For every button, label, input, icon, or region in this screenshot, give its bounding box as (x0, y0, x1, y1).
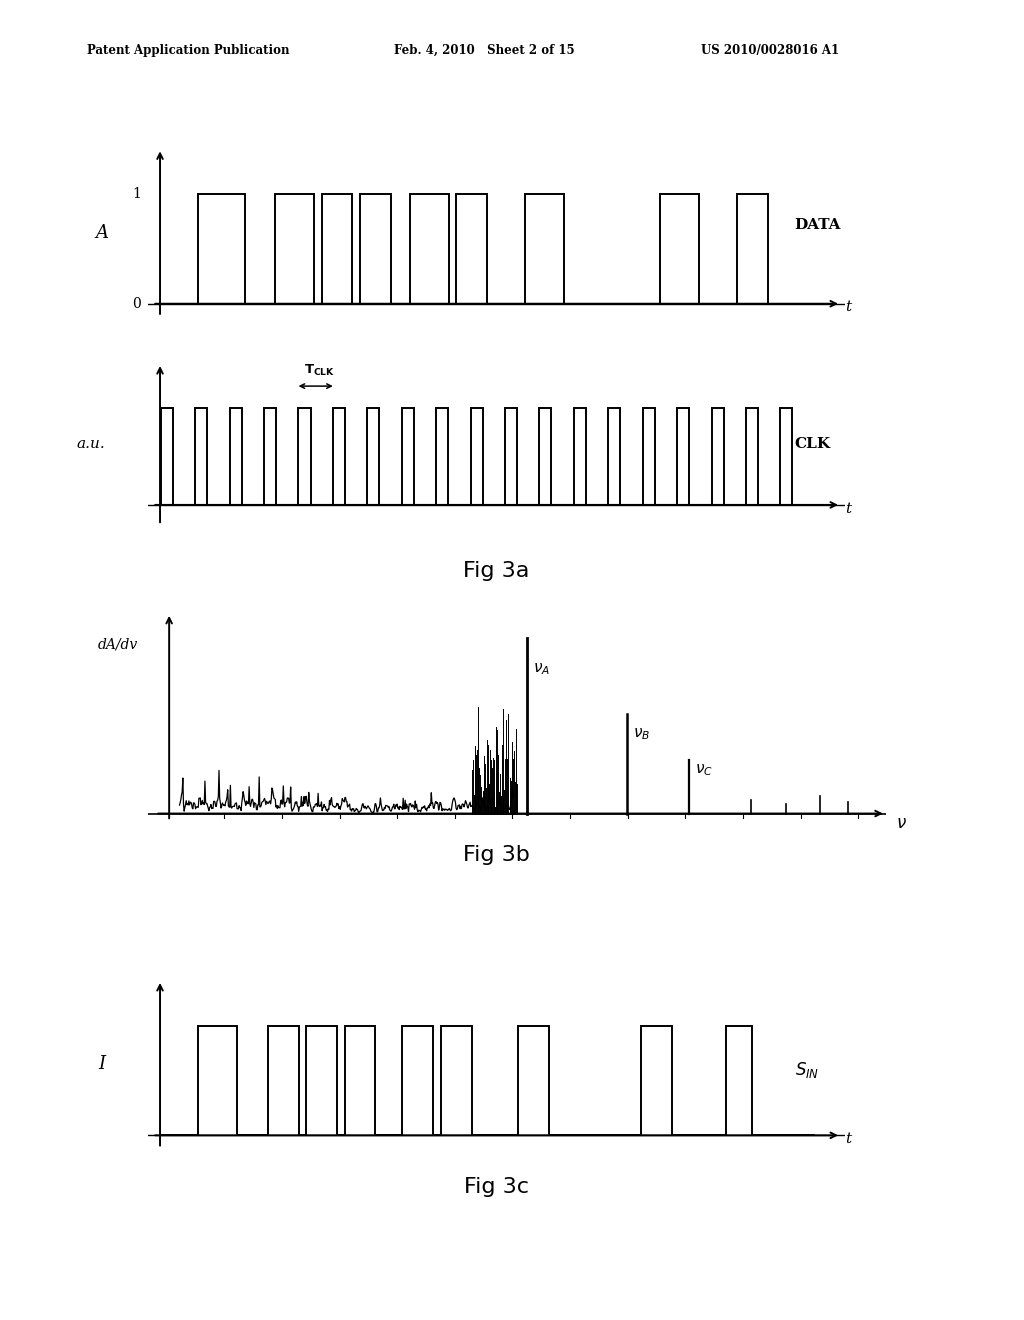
Text: t: t (845, 502, 851, 516)
Text: $\nu$: $\nu$ (896, 814, 907, 832)
Text: I: I (98, 1055, 105, 1073)
Text: $\nu_B$: $\nu_B$ (633, 726, 650, 742)
Text: 0: 0 (132, 297, 140, 310)
Text: Fig 3a: Fig 3a (464, 561, 529, 581)
Text: a.u.: a.u. (77, 437, 105, 451)
Text: dA/dv: dA/dv (97, 638, 137, 652)
Text: $S_{IN}$: $S_{IN}$ (795, 1060, 819, 1080)
Text: DATA: DATA (795, 218, 842, 232)
Text: CLK: CLK (795, 437, 830, 451)
Text: US 2010/0028016 A1: US 2010/0028016 A1 (701, 44, 840, 57)
Text: Patent Application Publication: Patent Application Publication (87, 44, 290, 57)
Text: t: t (845, 1131, 851, 1146)
Text: 1: 1 (132, 187, 140, 202)
Text: $\nu_A$: $\nu_A$ (532, 661, 550, 677)
Text: $\nu_C$: $\nu_C$ (695, 763, 713, 777)
Text: Feb. 4, 2010   Sheet 2 of 15: Feb. 4, 2010 Sheet 2 of 15 (394, 44, 574, 57)
Text: Fig 3c: Fig 3c (464, 1177, 529, 1197)
Text: Fig 3b: Fig 3b (463, 845, 530, 865)
Text: t: t (845, 300, 851, 314)
Text: A: A (96, 223, 109, 242)
Text: $\mathbf{T}_{\mathbf{CLK}}$: $\mathbf{T}_{\mathbf{CLK}}$ (304, 363, 335, 378)
